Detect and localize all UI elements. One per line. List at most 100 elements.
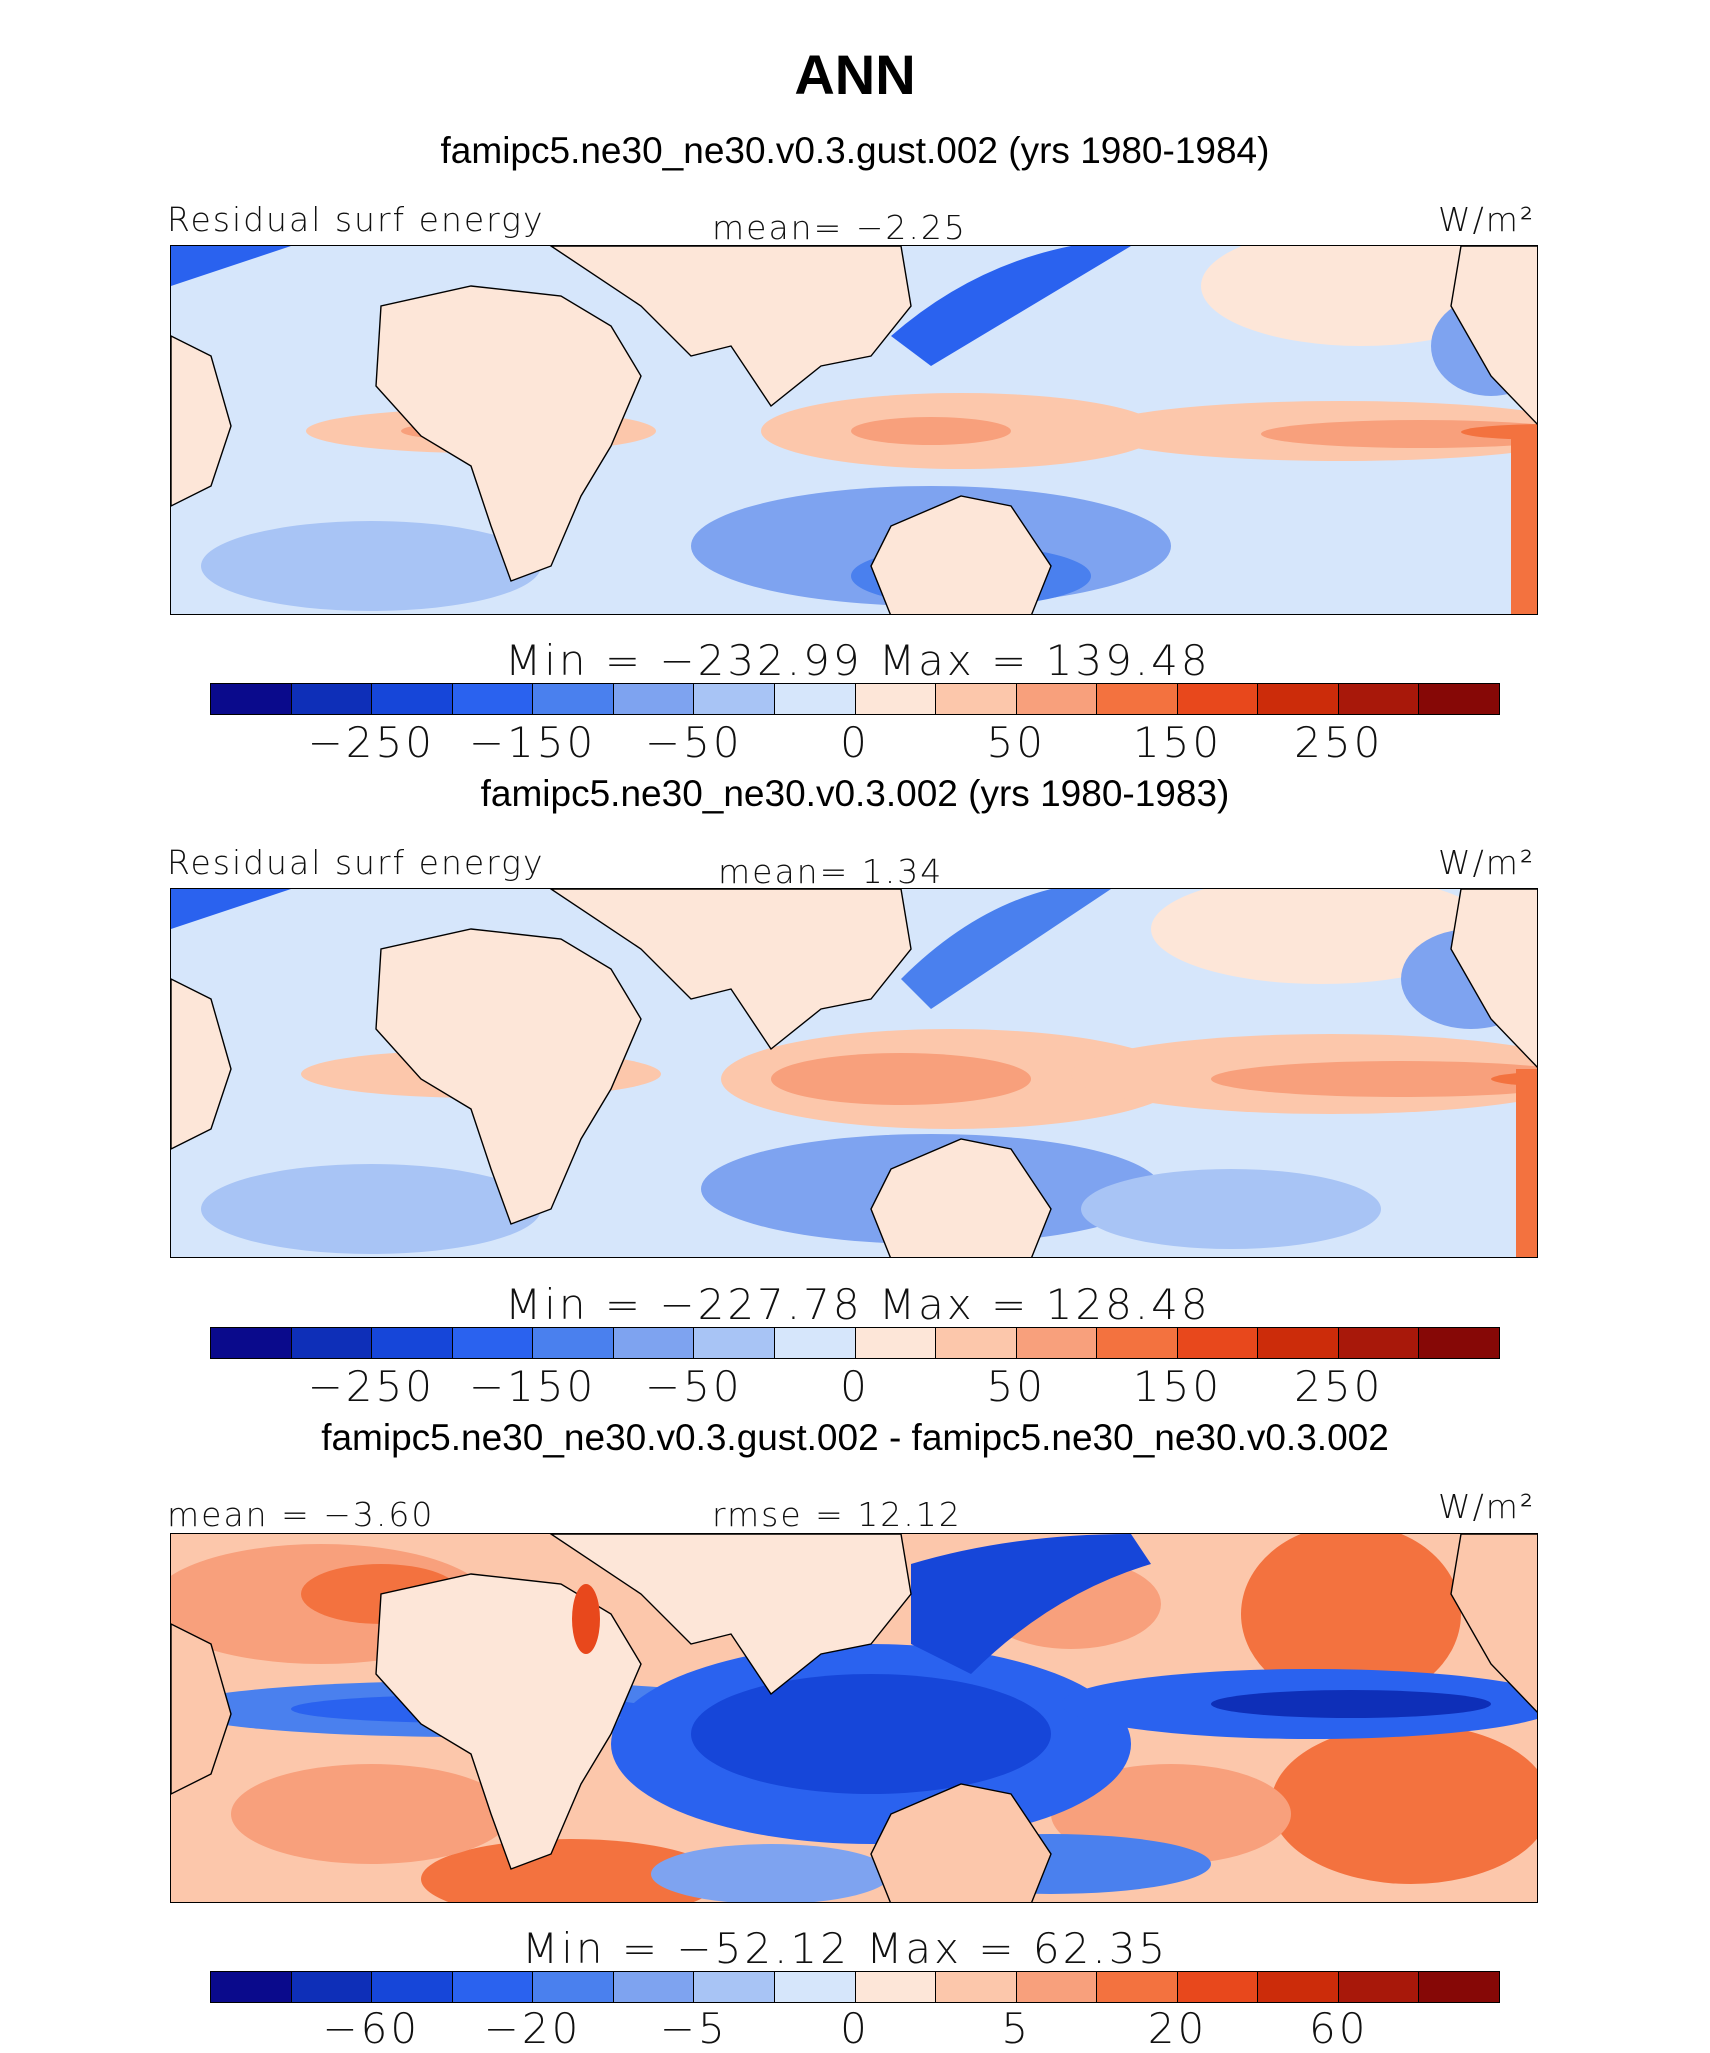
- panel1-colorbar-swatch: [372, 684, 453, 714]
- panel2-case-title: famipc5.ne30_ne30.v0.3.002 (yrs 1980-198…: [480, 773, 1230, 814]
- panel2-colorbar-swatch: [372, 1328, 453, 1358]
- panel1-colorbar-swatch: [1177, 684, 1259, 714]
- panel3-colorbar-swatch: [855, 1972, 937, 2002]
- panel2-africa: [375, 928, 642, 1225]
- panel3-colorbar-swatch: [1419, 1972, 1499, 2002]
- panel1-colorbar-swatch: [855, 684, 937, 714]
- panel1-min-max: Min = −232.99 Max = 139.48: [505, 636, 1211, 685]
- panel2-colorbar-swatch: [211, 1328, 292, 1358]
- panel1-south-atlantic-cool: [201, 521, 541, 611]
- panel1-colorbar-swatch: [1016, 684, 1098, 714]
- panel2-nw-corner-cool: [171, 889, 291, 929]
- panel2-south-atlantic-cool: [201, 1164, 541, 1254]
- panel2-colorbar-tick-label: 0: [840, 1362, 870, 1411]
- panel1-africa: [375, 285, 642, 582]
- panel1-colorbar-swatch: [936, 684, 1017, 714]
- panel3-case-title: famipc5.ne30_ne30.v0.3.gust.002 - famipc…: [321, 1417, 1389, 1458]
- panel1-colorbar-swatch: [452, 684, 534, 714]
- panel3-units: W/m²: [1438, 1487, 1536, 1526]
- panel2-indian-warm-core: [771, 1053, 1031, 1105]
- panel1-colorbar-swatch: [291, 684, 373, 714]
- panel1-indian-warm-core: [851, 417, 1011, 445]
- panel2-field-svg: [171, 889, 1537, 1257]
- panel1-australia: [870, 495, 1052, 614]
- panel3-colorbar-swatch: [1097, 1972, 1178, 2002]
- panel3-colorbar-ticks: −60 −20 −5 0 5 20 60: [0, 2004, 1710, 2053]
- panel3-colorbar-swatch: [1338, 1972, 1420, 2002]
- panel3-colorbar-swatch: [1177, 1972, 1259, 2002]
- panel3-colorbar-tick-label: −20: [483, 2004, 582, 2053]
- panel3-colorbar-swatch: [533, 1972, 614, 2002]
- panel1-left-label: Residual surf energy: [167, 200, 545, 239]
- panel2-min-max: Min = −227.78 Max = 128.48: [505, 1280, 1211, 1329]
- panel3-sind-cool: [651, 1844, 891, 1902]
- panel2-colorbar-tick-label: 250: [1294, 1362, 1384, 1411]
- panel3-min-max: Min = −52.12 Max = 62.35: [522, 1924, 1169, 1973]
- panel2-colorbar-tick-label: −50: [644, 1362, 743, 1411]
- panel1-colorbar-swatch: [1097, 684, 1178, 714]
- panel1-americas: [1450, 246, 1537, 425]
- panel2-colorbar-swatch: [1258, 1328, 1339, 1358]
- panel1-colorbar-swatch: [211, 684, 292, 714]
- panel2-colorbar-ticks: −250 −150 −50 0 50 150 250: [0, 1362, 1710, 1412]
- panel1-colorbar-tick-label: 250: [1294, 718, 1384, 767]
- panel1-colorbar-tick-label: 150: [1132, 718, 1223, 767]
- panel1-colorbar-ticks: −250 −150 −50 0 50 150 250: [0, 718, 1710, 768]
- panel3-colorbar-swatch: [452, 1972, 534, 2002]
- panel2-colorbar: [210, 1327, 1500, 1359]
- panel2-left-label: Residual surf energy: [167, 843, 545, 882]
- panel3-map: [170, 1533, 1538, 1903]
- panel2-colorbar-swatch: [1097, 1328, 1178, 1358]
- panel3-left-label: mean = −3.60: [167, 1495, 435, 1534]
- panel1-colorbar-tick-label: 50: [986, 718, 1046, 767]
- panel3-colorbar-swatch: [1258, 1972, 1339, 2002]
- panel3-rmse-label: rmse = 12.12: [712, 1495, 962, 1534]
- panel1-south-america: [171, 335, 232, 507]
- panel3-npac-warm-e: [1241, 1534, 1461, 1704]
- panel1-case-title: famipc5.ne30_ne30.v0.3.gust.002 (yrs 198…: [440, 130, 1270, 171]
- panel2-australia: [870, 1138, 1052, 1257]
- panel3-colorbar-tick-label: −5: [659, 2004, 728, 2053]
- panel3-colorbar-swatch: [211, 1972, 292, 2002]
- panel1-colorbar-swatch: [533, 684, 614, 714]
- panel2-colorbar-swatch: [774, 1328, 856, 1358]
- panel3-colorbar-swatch: [372, 1972, 453, 2002]
- panel3-colorbar-swatch: [936, 1972, 1017, 2002]
- panel3-red-sea-warm: [572, 1584, 600, 1654]
- panel2-colorbar-swatch: [452, 1328, 534, 1358]
- panel3-americas: [1450, 1534, 1537, 1713]
- panel1-map: [170, 245, 1538, 615]
- panel3-colorbar-swatch: [613, 1972, 695, 2002]
- panel3-colorbar-swatch: [774, 1972, 856, 2002]
- panel2-colorbar-swatch: [694, 1328, 775, 1358]
- panel1-colorbar-tick-label: −150: [468, 718, 597, 767]
- panel1-units: W/m²: [1438, 200, 1536, 239]
- panel2-npac-warm: [1151, 889, 1491, 984]
- panel3-colorbar-swatch: [1016, 1972, 1098, 2002]
- panel2-south-america: [171, 978, 232, 1150]
- panel2-south-pacific-cool: [1081, 1169, 1381, 1249]
- panel1-asia: [549, 246, 912, 408]
- panel1-colorbar-tick-label: 0: [840, 718, 870, 767]
- panel2-americas: [1450, 889, 1537, 1068]
- panel3-colorbar-tick-label: 5: [1001, 2004, 1032, 2053]
- panel1-kuroshio-cool: [891, 246, 1131, 366]
- panel2-map: [170, 888, 1538, 1258]
- panel3-indian-cool-core: [691, 1674, 1051, 1794]
- panel3-australia: [870, 1783, 1052, 1902]
- panel1-colorbar-swatch: [1258, 684, 1339, 714]
- panel3-field-svg: [171, 1534, 1537, 1902]
- panel1-colorbar: [210, 683, 1500, 715]
- panel3-colorbar-tick-label: 60: [1309, 2004, 1369, 2053]
- panel2-colorbar-swatch: [613, 1328, 695, 1358]
- panel2-colorbar-swatch: [291, 1328, 373, 1358]
- panel2-kuroshio-cool: [901, 889, 1111, 1009]
- panel2-units: W/m²: [1438, 843, 1536, 882]
- panel2-colorbar-tick-label: −250: [307, 1362, 435, 1411]
- panel3-sind-warm: [421, 1839, 721, 1902]
- panel2-colorbar-swatch: [1177, 1328, 1259, 1358]
- panel3-asia: [549, 1534, 912, 1696]
- panel2-colorbar-tick-label: 150: [1132, 1362, 1223, 1411]
- panel1-nw-corner-cool: [171, 246, 291, 286]
- panel2-mean-label: mean= 1.34: [718, 852, 944, 891]
